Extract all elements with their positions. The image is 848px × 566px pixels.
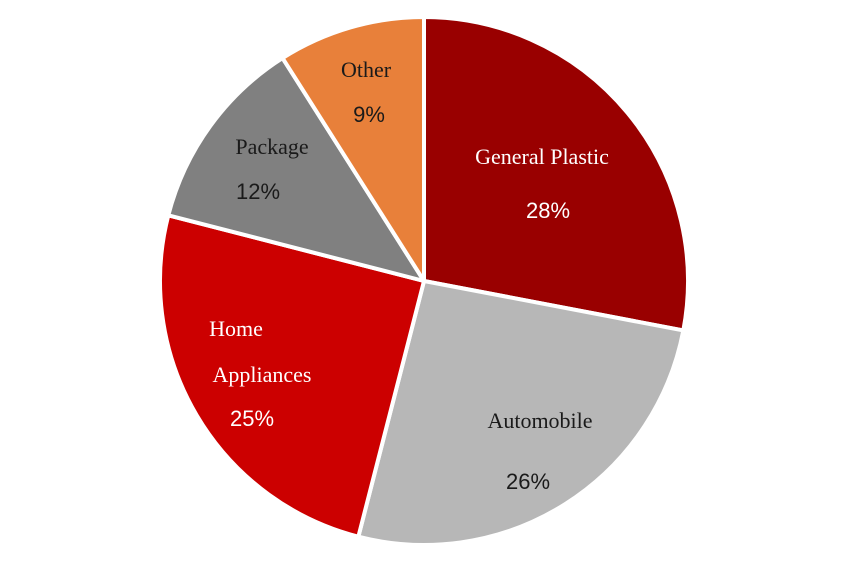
- slice-label-automobile: Automobile: [487, 408, 592, 433]
- slice-value-package: 12%: [236, 179, 280, 204]
- slice-label-package: Package: [235, 134, 308, 159]
- slice-label-home-appliances-line-1: Home: [209, 316, 263, 341]
- pie-slice-automobile: [356, 279, 686, 547]
- slice-value-general-plastic: 28%: [526, 198, 570, 223]
- labels-layer: General Plastic 28% Automobile 26% Home Appli…: [209, 57, 609, 494]
- slice-label-general-plastic: General Plastic: [475, 144, 609, 169]
- slice-value-other: 9%: [353, 102, 385, 127]
- slice-label-home-appliances-line-2: Appliances: [213, 362, 312, 387]
- slice-value-home-appliances: 25%: [230, 406, 274, 431]
- slice-value-automobile: 26%: [506, 469, 550, 494]
- pie-slice-other: [280, 15, 426, 283]
- pie-slice-general-plastic: [422, 15, 690, 333]
- slice-label-other: Other: [341, 57, 392, 82]
- pie-slice-package: [166, 56, 426, 283]
- slices-layer: [158, 15, 690, 547]
- pie-slice-home-appliances: [158, 213, 426, 539]
